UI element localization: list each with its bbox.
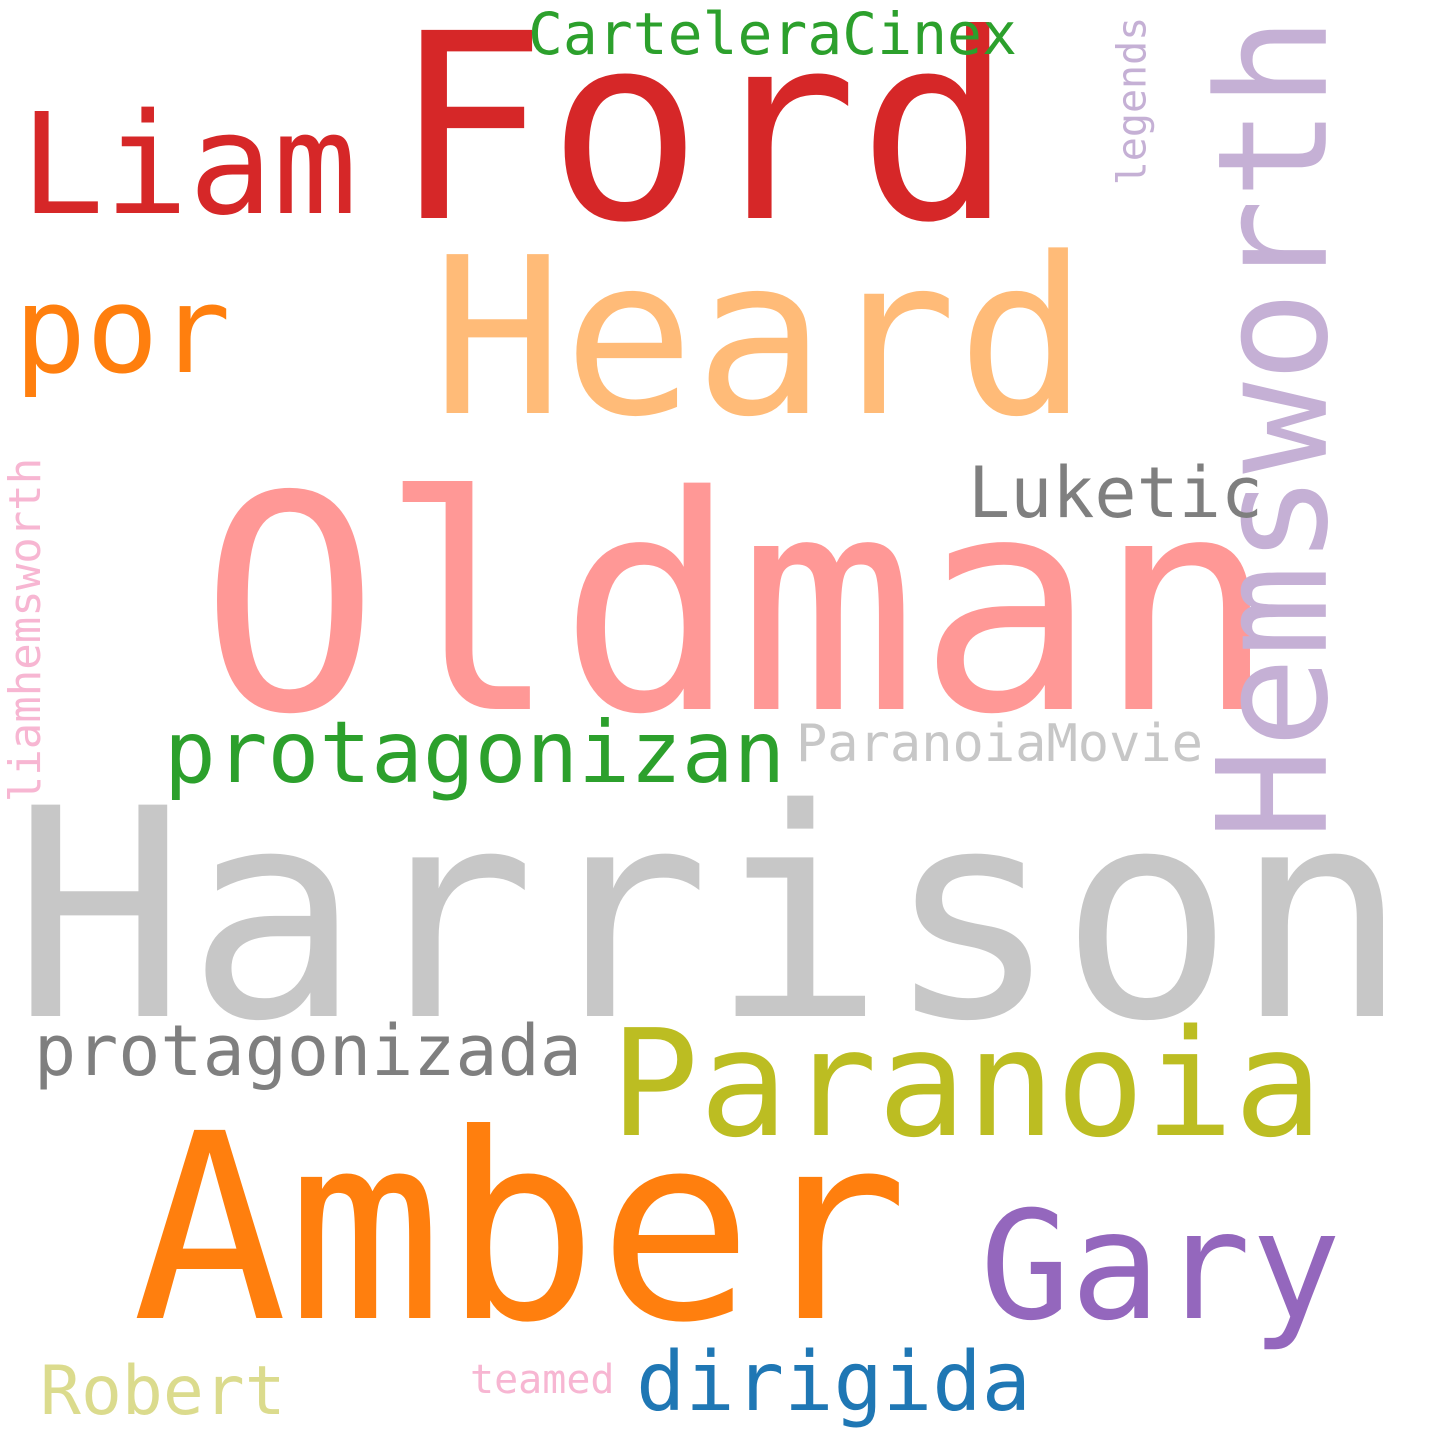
word-paranoiamovie: ParanoiaMovie (796, 714, 1203, 774)
word-paranoia: Paranoia (610, 998, 1323, 1170)
word-cartelera-cinex: CarteleraCinex (528, 0, 1017, 68)
word-protagonizada: protagonizada (34, 1010, 582, 1092)
word-harrison: Harrison (12, 748, 1409, 1085)
word-robert: Robert (40, 1352, 286, 1431)
word-liamhemsworth: liamhemsworth (0, 457, 52, 803)
word-gary: Gary (980, 1180, 1342, 1354)
word-oldman: Oldman (200, 433, 1277, 780)
word-ford: Ford (392, 0, 1014, 279)
word-teamed: teamed (470, 1357, 615, 1403)
word-legends: legends (1109, 16, 1156, 186)
word-amber: Amber (132, 1079, 909, 1379)
word-heard: Heard (432, 212, 1089, 465)
word-luketic: Luketic (968, 452, 1264, 534)
word-por: por (14, 262, 231, 401)
word-hemsworth: Hemsworth (1184, 16, 1362, 840)
word-dirigida: dirigida (636, 1335, 1031, 1430)
word-protagonizan: protagonizan (164, 703, 786, 803)
word-liam: Liam (20, 84, 358, 247)
